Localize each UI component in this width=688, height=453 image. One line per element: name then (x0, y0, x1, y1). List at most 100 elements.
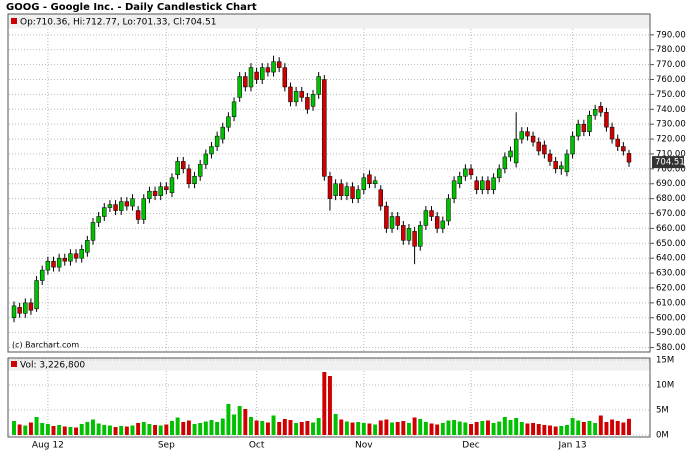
volume-bar (615, 421, 620, 435)
x-tick-label: Jan 13 (557, 441, 586, 451)
volume-bar (339, 419, 344, 435)
volume-bar (423, 422, 428, 435)
volume-bar (130, 425, 135, 435)
volume-bar (373, 424, 378, 435)
candle-body (11, 305, 17, 319)
candle-body (378, 189, 383, 207)
volume-label: Vol: 3,226,800 (20, 361, 85, 371)
candle-body (243, 76, 248, 88)
candle-body (559, 165, 564, 170)
volume-bar (576, 420, 581, 435)
volume-bar (322, 372, 327, 435)
last-price-box (652, 156, 684, 169)
volume-bar (446, 420, 451, 435)
volume-bar (51, 426, 56, 435)
volume-bar (153, 425, 158, 435)
volume-bar (367, 423, 372, 435)
candle-body (186, 168, 192, 184)
candle-body (17, 307, 22, 314)
y-tick-label: 710.00 (656, 149, 686, 159)
volume-bar (474, 422, 479, 435)
candle-body (508, 150, 513, 158)
volume-bar (559, 426, 564, 435)
candle-body (265, 67, 271, 73)
volume-bar (260, 421, 265, 435)
volume-bar (181, 422, 186, 435)
volume-bar (198, 423, 203, 435)
info-text: Op:710.36, Hi:712.77, Lo:701.33, Cl:704.… (20, 18, 216, 28)
candle-body (350, 186, 355, 199)
candle-body (226, 116, 231, 128)
candle-body (124, 201, 130, 207)
volume-bar (548, 425, 552, 435)
y-tick-label: 670.00 (656, 209, 686, 219)
volume-bar (237, 406, 242, 435)
y-tick-label: 640.00 (656, 254, 686, 264)
candle-body (485, 180, 491, 190)
candle-body (90, 222, 96, 241)
candle-body (158, 186, 163, 196)
volume-tick-label: 10M (656, 381, 674, 391)
candle-body (203, 153, 209, 165)
volume-bar (390, 422, 395, 435)
candle-body (367, 174, 372, 184)
volume-bar (480, 421, 485, 435)
volume-bar (610, 419, 615, 435)
y-tick-label: 720.00 (656, 135, 686, 145)
volume-bar (232, 414, 237, 435)
y-tick-label: 730.00 (656, 120, 686, 130)
volume-bar (40, 423, 45, 435)
candle-body (474, 180, 479, 190)
y-tick-label: 700.00 (656, 164, 686, 174)
volume-bar (627, 418, 631, 435)
candle-body (372, 180, 378, 184)
candle-body (23, 302, 28, 314)
volume-bar (220, 418, 225, 435)
candle-body (406, 228, 412, 241)
volume-bar (158, 425, 163, 435)
volume-bar (401, 421, 406, 435)
volume-bar (333, 414, 338, 435)
x-tick-label: Sep (158, 441, 175, 451)
volume-bar (514, 418, 519, 435)
volume-bar (378, 420, 383, 435)
candle-body (513, 138, 519, 164)
volume-tick-label: 15M (656, 356, 674, 366)
candle-body (536, 141, 541, 152)
candle-body (45, 260, 51, 271)
volume-bar (215, 422, 220, 435)
volume-bar (186, 420, 191, 435)
volume-bar (327, 376, 332, 435)
volume-bar (170, 421, 174, 435)
candle-body (553, 161, 558, 170)
candle-body (271, 61, 276, 73)
candle-body (519, 131, 525, 140)
candle-body (525, 131, 530, 137)
candle-body (564, 153, 570, 173)
volume-bar (508, 420, 513, 435)
candle-body (34, 280, 39, 310)
volume-bar (288, 420, 293, 435)
volume-bar (356, 422, 361, 435)
volume-bar (45, 424, 50, 435)
candle-body (310, 94, 316, 107)
candle-body (463, 168, 468, 177)
volume-bar (164, 424, 169, 435)
candle-body (384, 205, 389, 229)
last-price-label: 704.51 (655, 158, 685, 168)
candle-body (491, 177, 496, 190)
candle-body (575, 123, 581, 137)
volume-bar (435, 424, 440, 435)
volume-bar (553, 426, 558, 435)
volume-bar (68, 427, 73, 435)
volume-bar (593, 423, 598, 435)
candle-body (339, 183, 344, 196)
y-tick-label: 790.00 (656, 30, 686, 40)
volume-bar (243, 409, 248, 435)
volume-bar (581, 422, 586, 435)
volume-bar (621, 422, 626, 435)
volume-bar (113, 427, 118, 435)
volume-bar (271, 415, 276, 435)
candle-body (220, 126, 225, 140)
